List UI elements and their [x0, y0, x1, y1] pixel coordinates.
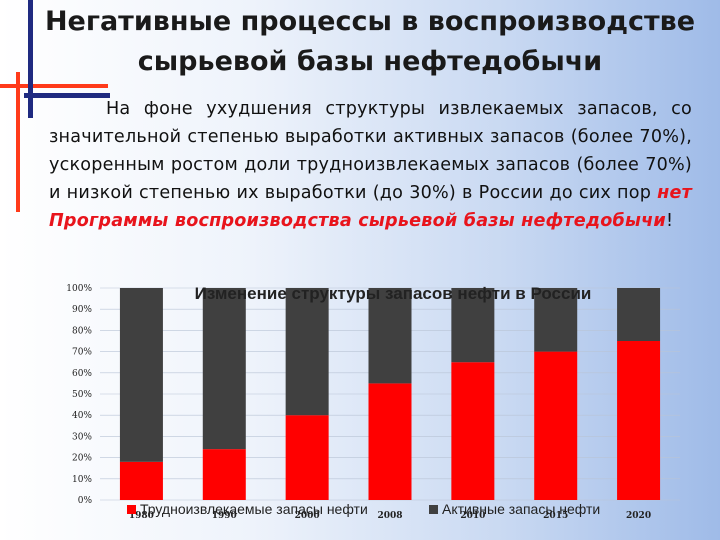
deco-red-horizontal-line: [0, 84, 108, 88]
y-tick-label: 20%: [72, 454, 92, 464]
y-tick-label: 100%: [66, 284, 92, 294]
bar-hard-to-recover: [119, 461, 163, 500]
y-tick-label: 80%: [72, 326, 92, 336]
bar-hard-to-recover: [617, 341, 661, 500]
legend-swatch: [127, 505, 136, 514]
bar-active: [285, 288, 329, 416]
y-tick-label: 30%: [72, 432, 92, 442]
bar-hard-to-recover: [534, 351, 578, 500]
y-tick-label: 0%: [78, 496, 93, 506]
bar-hard-to-recover: [451, 362, 495, 500]
y-tick-label: 40%: [72, 411, 92, 421]
y-tick-label: 10%: [72, 475, 92, 485]
x-tick-label: 1990: [212, 511, 237, 521]
bar-active: [617, 288, 661, 341]
chart-title: Изменение структуры запасов нефти в Росс…: [195, 284, 592, 303]
slide-body-text: На фоне ухудшения структуры извлекаемых …: [49, 95, 692, 235]
x-tick-label: 1980: [129, 511, 154, 521]
legend-label: Активные запасы нефти: [442, 501, 600, 517]
x-tick-label: 2008: [377, 511, 402, 521]
body-text-plain: На фоне ухудшения структуры извлекаемых …: [49, 99, 692, 203]
body-text-highlight: нет Программы воспроизводства сырьевой б…: [49, 183, 692, 231]
y-tick-label: 70%: [72, 348, 92, 358]
bar-active: [202, 288, 246, 450]
deco-navy-vertical-line: [28, 0, 33, 118]
bar-active: [368, 288, 412, 384]
bar-hard-to-recover: [368, 383, 412, 500]
bar-active: [534, 288, 578, 352]
x-tick-label: 2000: [295, 511, 320, 521]
y-tick-label: 90%: [72, 305, 92, 315]
bar-active: [119, 288, 163, 462]
x-tick-label: 2010: [460, 511, 485, 521]
slide-title: Негативные процессы в воспроизводстве сы…: [44, 6, 696, 77]
bar-hard-to-recover: [285, 415, 329, 500]
bar-hard-to-recover: [202, 449, 246, 500]
legend-swatch: [429, 505, 438, 514]
x-tick-label: 2020: [626, 511, 651, 521]
x-tick-label: 2015: [543, 511, 568, 521]
bar-active: [451, 288, 495, 363]
y-tick-label: 60%: [72, 369, 92, 379]
body-text-end: !: [665, 211, 674, 231]
deco-red-vertical-line: [16, 72, 20, 212]
deco-navy-horizontal-line: [24, 93, 110, 98]
y-tick-label: 50%: [72, 390, 92, 400]
legend-label: Трудноизвлекаемые запасы нефти: [140, 501, 368, 517]
